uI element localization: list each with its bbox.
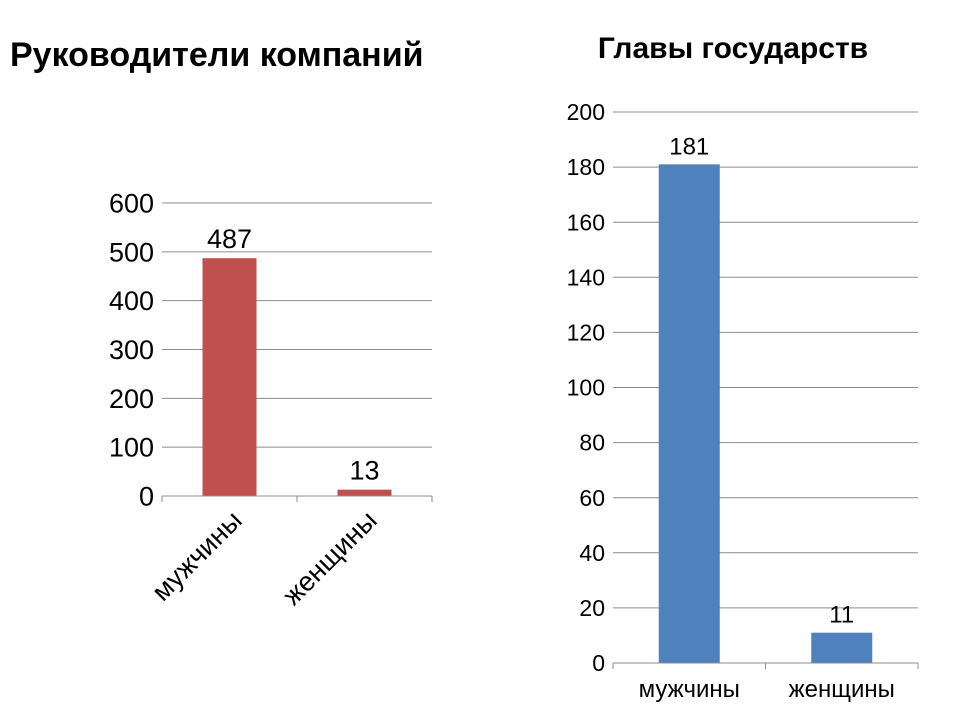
data-label: 181 <box>669 133 709 160</box>
bar-men <box>202 258 257 496</box>
bars <box>202 258 392 496</box>
y-tick-label: 0 <box>592 650 605 676</box>
x-tick-label: женщины <box>789 676 895 703</box>
y-tick-label: 100 <box>109 433 154 463</box>
y-tick-label: 200 <box>567 99 605 125</box>
y-axis-ticks: 0 20 40 60 80 100 120 140 160 180 200 <box>567 99 605 676</box>
y-tick-label: 80 <box>579 430 605 456</box>
chart-company-leaders: Руководители компаний 0 100 200 300 400 500 60… <box>10 36 433 611</box>
data-labels: 487 13 <box>207 224 380 485</box>
data-label: 487 <box>207 224 252 254</box>
bar-men <box>658 164 720 663</box>
y-tick-label: 200 <box>109 384 154 414</box>
y-tick-label: 300 <box>109 335 154 365</box>
y-tick-label: 120 <box>567 319 605 345</box>
y-tick-label: 60 <box>579 485 605 511</box>
x-tick-label: женщины <box>277 505 383 611</box>
bars <box>658 164 873 663</box>
bar-women <box>337 489 392 496</box>
bar-women <box>811 632 873 663</box>
x-tick-label: мужчины <box>146 505 248 607</box>
y-tick-label: 500 <box>109 237 154 267</box>
y-tick-label: 600 <box>109 188 154 218</box>
y-tick-label: 20 <box>579 595 605 621</box>
y-axis-ticks: 0 100 200 300 400 500 600 <box>109 188 154 511</box>
y-tick-label: 160 <box>567 209 605 235</box>
x-axis-ticks: мужчины женщины <box>612 663 919 703</box>
chart-title: Руководители компаний <box>10 36 424 74</box>
x-axis-ticks: мужчины женщины <box>146 496 433 611</box>
data-label: 11 <box>829 602 854 629</box>
chart-heads-of-state: Главы государств 0 20 40 60 80 100 120 140 160 18… <box>567 32 919 703</box>
data-label: 13 <box>349 456 379 486</box>
y-tick-label: 40 <box>579 540 605 566</box>
y-tick-label: 100 <box>567 375 605 401</box>
y-tick-label: 140 <box>567 264 605 290</box>
data-labels: 181 11 <box>669 133 854 628</box>
chart-title: Главы государств <box>598 32 868 65</box>
y-tick-label: 0 <box>139 481 154 511</box>
y-tick-label: 180 <box>567 154 605 180</box>
x-tick-label: мужчины <box>639 676 740 703</box>
y-tick-label: 400 <box>109 286 154 316</box>
